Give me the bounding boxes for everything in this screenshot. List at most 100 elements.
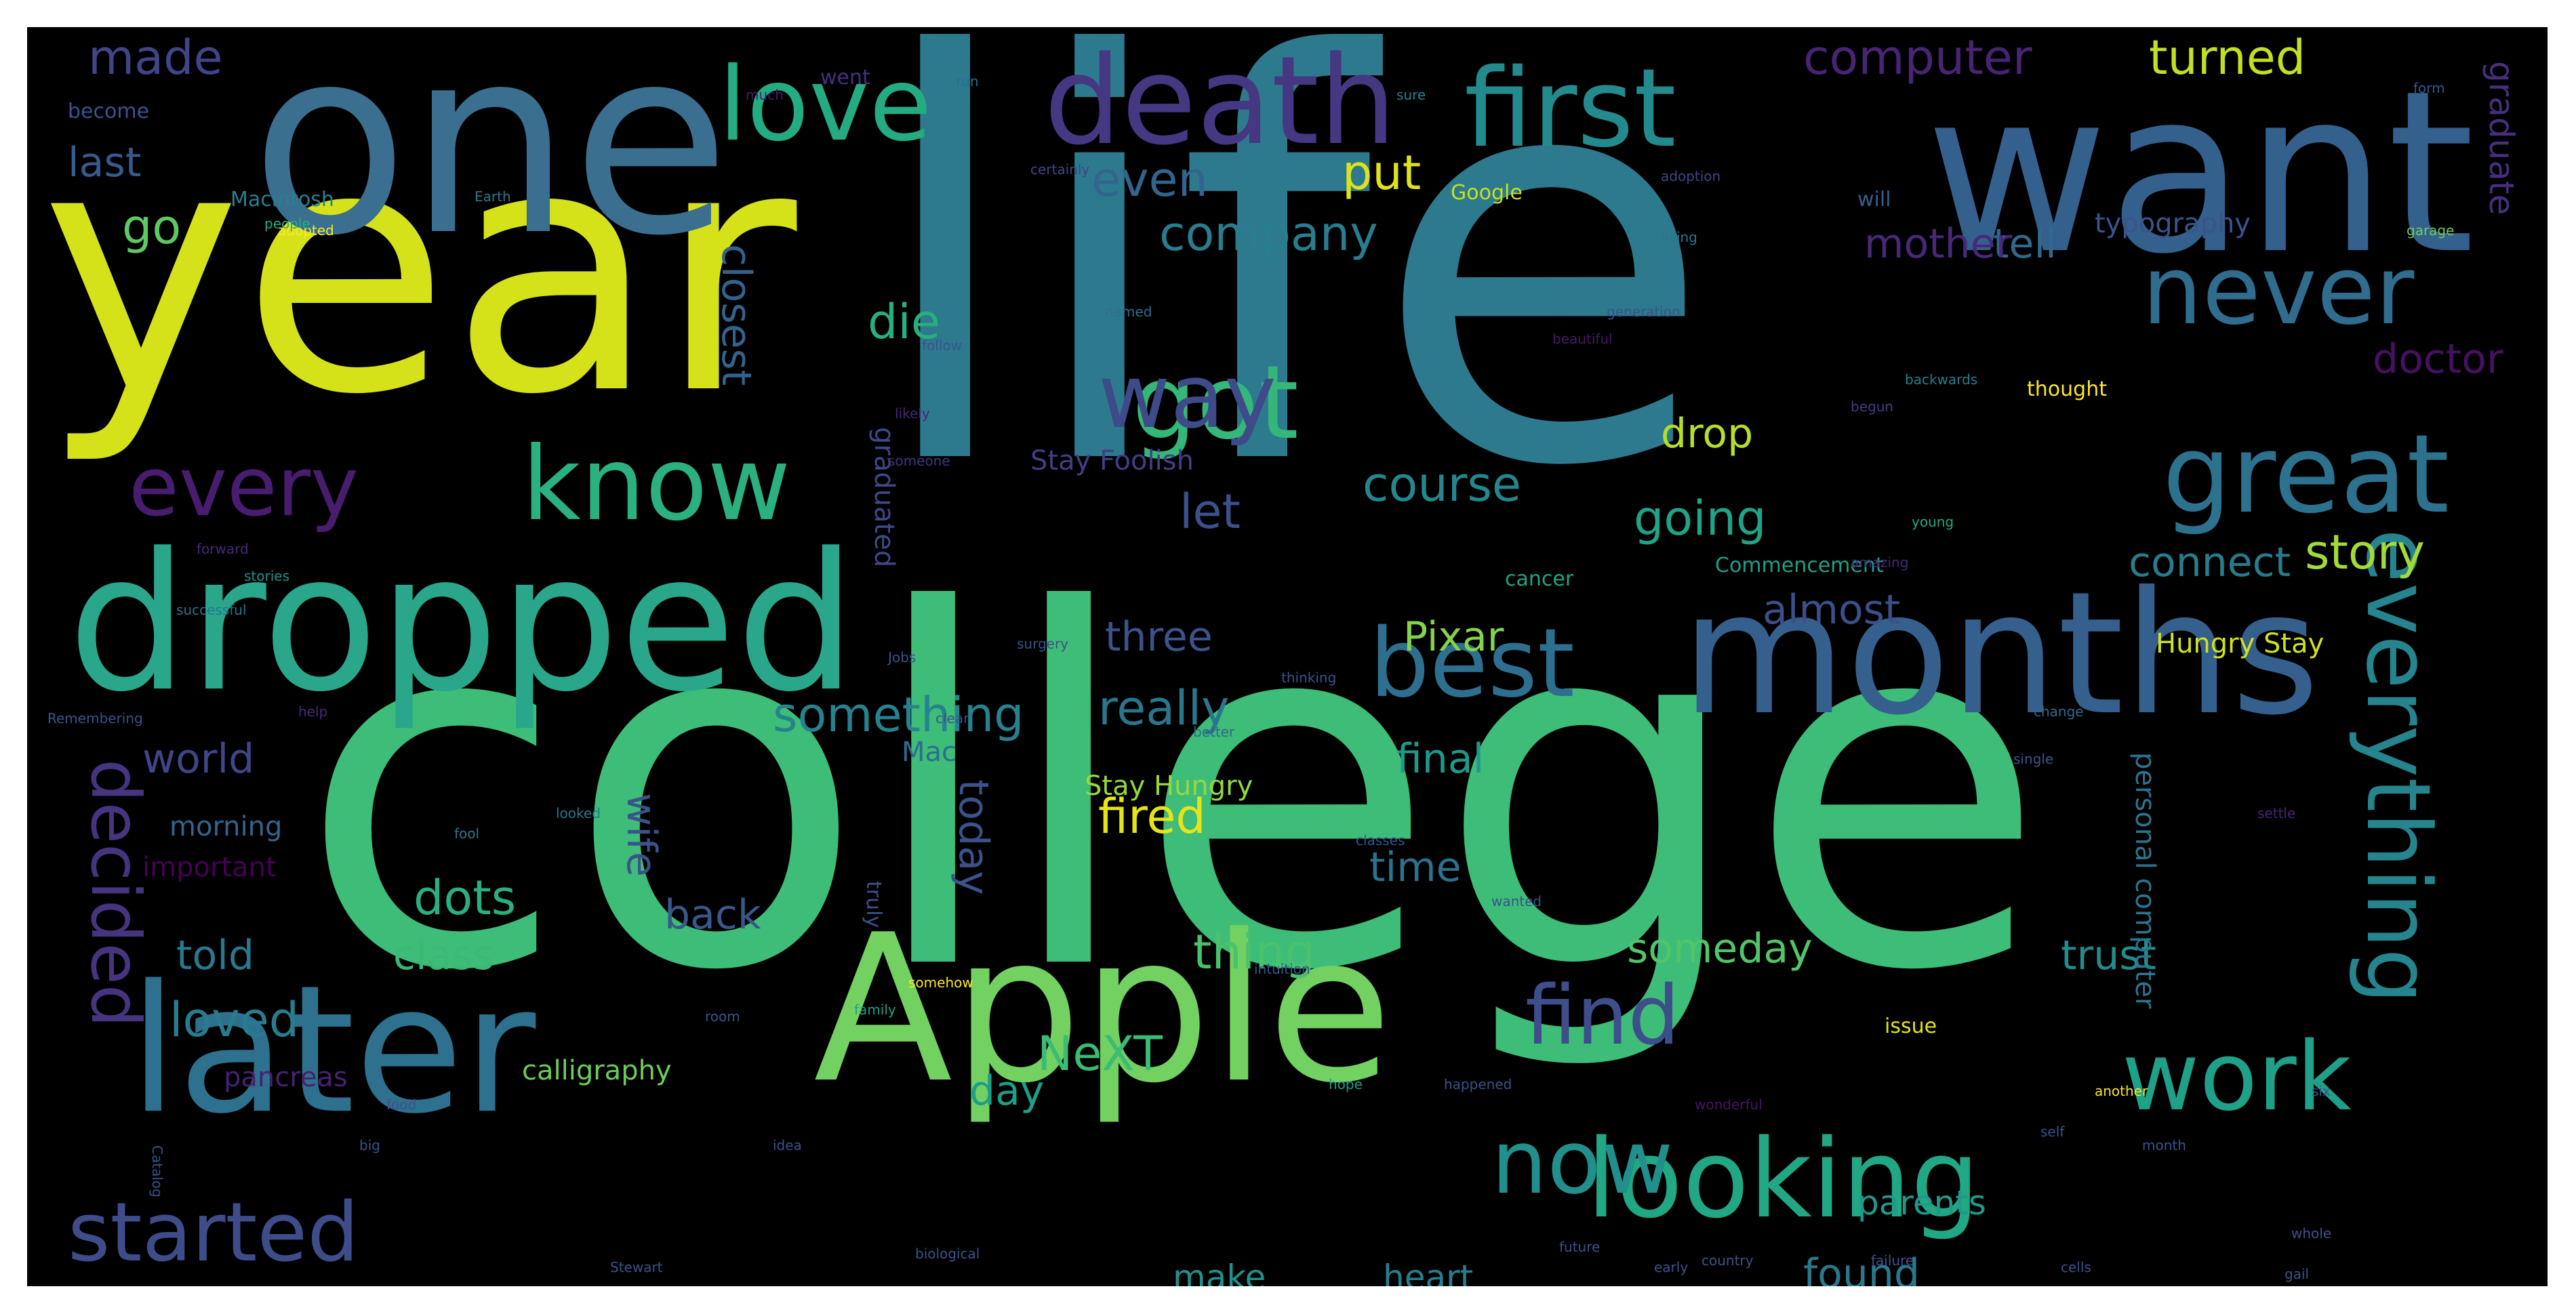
cloud-word: graduated bbox=[868, 427, 900, 568]
cloud-word: course bbox=[1363, 457, 1521, 512]
cloud-word: every bbox=[129, 440, 359, 535]
cloud-word: cancer bbox=[1505, 567, 1574, 591]
cloud-word: told bbox=[176, 932, 254, 979]
cloud-word: know bbox=[522, 426, 791, 543]
cloud-word: today bbox=[950, 779, 997, 895]
cloud-word: doctor bbox=[2373, 335, 2503, 383]
cloud-word: somehow bbox=[908, 974, 973, 991]
cloud-word: thought bbox=[2027, 377, 2107, 401]
cloud-word: months bbox=[1681, 555, 2320, 752]
cloud-word: class bbox=[393, 932, 494, 979]
cloud-word: change bbox=[2034, 703, 2084, 720]
cloud-word: wanted bbox=[1491, 893, 1542, 909]
cloud-word: stories bbox=[244, 568, 290, 584]
cloud-word: story bbox=[2305, 525, 2425, 580]
cloud-word: now bbox=[1491, 1111, 1674, 1214]
cloud-word: three bbox=[1105, 613, 1213, 661]
cloud-word: find bbox=[1525, 969, 1680, 1063]
cloud-word: country bbox=[1702, 1252, 1754, 1269]
cloud-word: computer bbox=[1803, 30, 2032, 85]
cloud-word: settle bbox=[2257, 805, 2296, 821]
cloud-word: follow bbox=[922, 337, 962, 354]
cloud-word: decided bbox=[76, 759, 155, 1028]
cloud-word: Stay Foolish bbox=[1030, 445, 1194, 476]
cloud-word: fool bbox=[454, 825, 480, 842]
cloud-word: later bbox=[129, 948, 536, 1153]
cloud-word: one bbox=[251, 27, 731, 292]
cloud-word: morning bbox=[169, 811, 283, 842]
cloud-word: someone bbox=[888, 453, 950, 469]
cloud-word: single bbox=[2013, 751, 2054, 767]
cloud-word: made bbox=[88, 30, 223, 85]
cloud-word: food bbox=[386, 1096, 417, 1113]
cloud-word: best bbox=[1369, 609, 1575, 719]
cloud-word: month bbox=[2142, 1137, 2186, 1153]
cloud-word: gail bbox=[2285, 1266, 2310, 1282]
cloud-word: went bbox=[820, 66, 870, 89]
cloud-word: future bbox=[1559, 1239, 1601, 1255]
cloud-word: tell bbox=[1993, 220, 2057, 268]
cloud-word: personal computer bbox=[2129, 752, 2160, 1009]
cloud-word: dots bbox=[414, 870, 517, 926]
cloud-word: love bbox=[719, 46, 932, 164]
word-cloud: life college year one want dropped Apple months… bbox=[27, 27, 2548, 1286]
cloud-word: graduate bbox=[2482, 61, 2521, 215]
cloud-word: cells bbox=[2061, 1259, 2091, 1275]
cloud-word: heart bbox=[1383, 1258, 1474, 1286]
cloud-word: even bbox=[1091, 152, 1208, 207]
cloud-word: likely bbox=[895, 405, 930, 422]
cloud-word: biological bbox=[915, 1246, 980, 1262]
cloud-word: room bbox=[705, 1008, 740, 1025]
cloud-word: company bbox=[1159, 206, 1378, 262]
cloud-word: form bbox=[2413, 80, 2445, 96]
cloud-word: calligraphy bbox=[522, 1055, 672, 1086]
cloud-word: become bbox=[68, 100, 150, 123]
cloud-word: someday bbox=[1627, 925, 1813, 972]
cloud-word: connect bbox=[2129, 539, 2291, 586]
cloud-word: family bbox=[854, 1002, 896, 1018]
cloud-word: Pixar bbox=[1403, 613, 1504, 661]
cloud-word: turned bbox=[2149, 30, 2306, 85]
cloud-word: classes bbox=[1356, 832, 1405, 848]
cloud-word: pancreas bbox=[224, 1062, 348, 1093]
cloud-word: thinking bbox=[1281, 670, 1337, 686]
cloud-word: certainly bbox=[1030, 161, 1090, 178]
cloud-word: clear bbox=[935, 710, 969, 726]
cloud-word: beautiful bbox=[1552, 331, 1613, 347]
cloud-word: started bbox=[68, 1186, 359, 1280]
cloud-word: found bbox=[1803, 1250, 1920, 1286]
cloud-word: year bbox=[41, 74, 797, 468]
cloud-word: work bbox=[2122, 1022, 2352, 1132]
cloud-word: issue bbox=[1885, 1014, 1937, 1038]
cloud-word: Macintosh bbox=[230, 188, 334, 211]
cloud-word: surgery bbox=[1017, 636, 1069, 652]
cloud-word: put bbox=[1342, 145, 1422, 201]
cloud-word: first bbox=[1464, 45, 1676, 171]
cloud-word: day bbox=[969, 1067, 1045, 1115]
cloud-word: loved bbox=[169, 992, 300, 1048]
cloud-word: looked bbox=[556, 805, 601, 821]
cloud-word: run bbox=[956, 73, 979, 89]
cloud-word: wonderful bbox=[1695, 1096, 1763, 1113]
cloud-word: garage bbox=[2407, 222, 2455, 239]
cloud-word: typography bbox=[2095, 208, 2251, 239]
cloud-word: back bbox=[664, 891, 761, 939]
cloud-word: sure bbox=[1396, 87, 1426, 103]
cloud-word: important bbox=[142, 852, 277, 883]
cloud-word: self bbox=[2040, 1124, 2065, 1140]
cloud-word: Google bbox=[1451, 181, 1523, 205]
cloud-word: closest bbox=[712, 244, 760, 386]
cloud-word: make bbox=[1173, 1258, 1266, 1286]
cloud-word: better bbox=[1193, 724, 1235, 740]
cloud-word: drop bbox=[1661, 410, 1754, 457]
cloud-word: will bbox=[1857, 188, 1891, 211]
cloud-word: six bbox=[2312, 1083, 2331, 1099]
cloud-word: never bbox=[2142, 236, 2415, 346]
cloud-word: whole bbox=[2291, 1225, 2332, 1241]
cloud-word: intuition bbox=[1254, 961, 1310, 977]
cloud-word: Earth bbox=[475, 188, 511, 205]
cloud-word: truly bbox=[862, 881, 885, 928]
cloud-word: life bbox=[868, 27, 1714, 588]
cloud-word: time bbox=[1369, 844, 1462, 891]
cloud-word: something bbox=[773, 687, 1024, 743]
